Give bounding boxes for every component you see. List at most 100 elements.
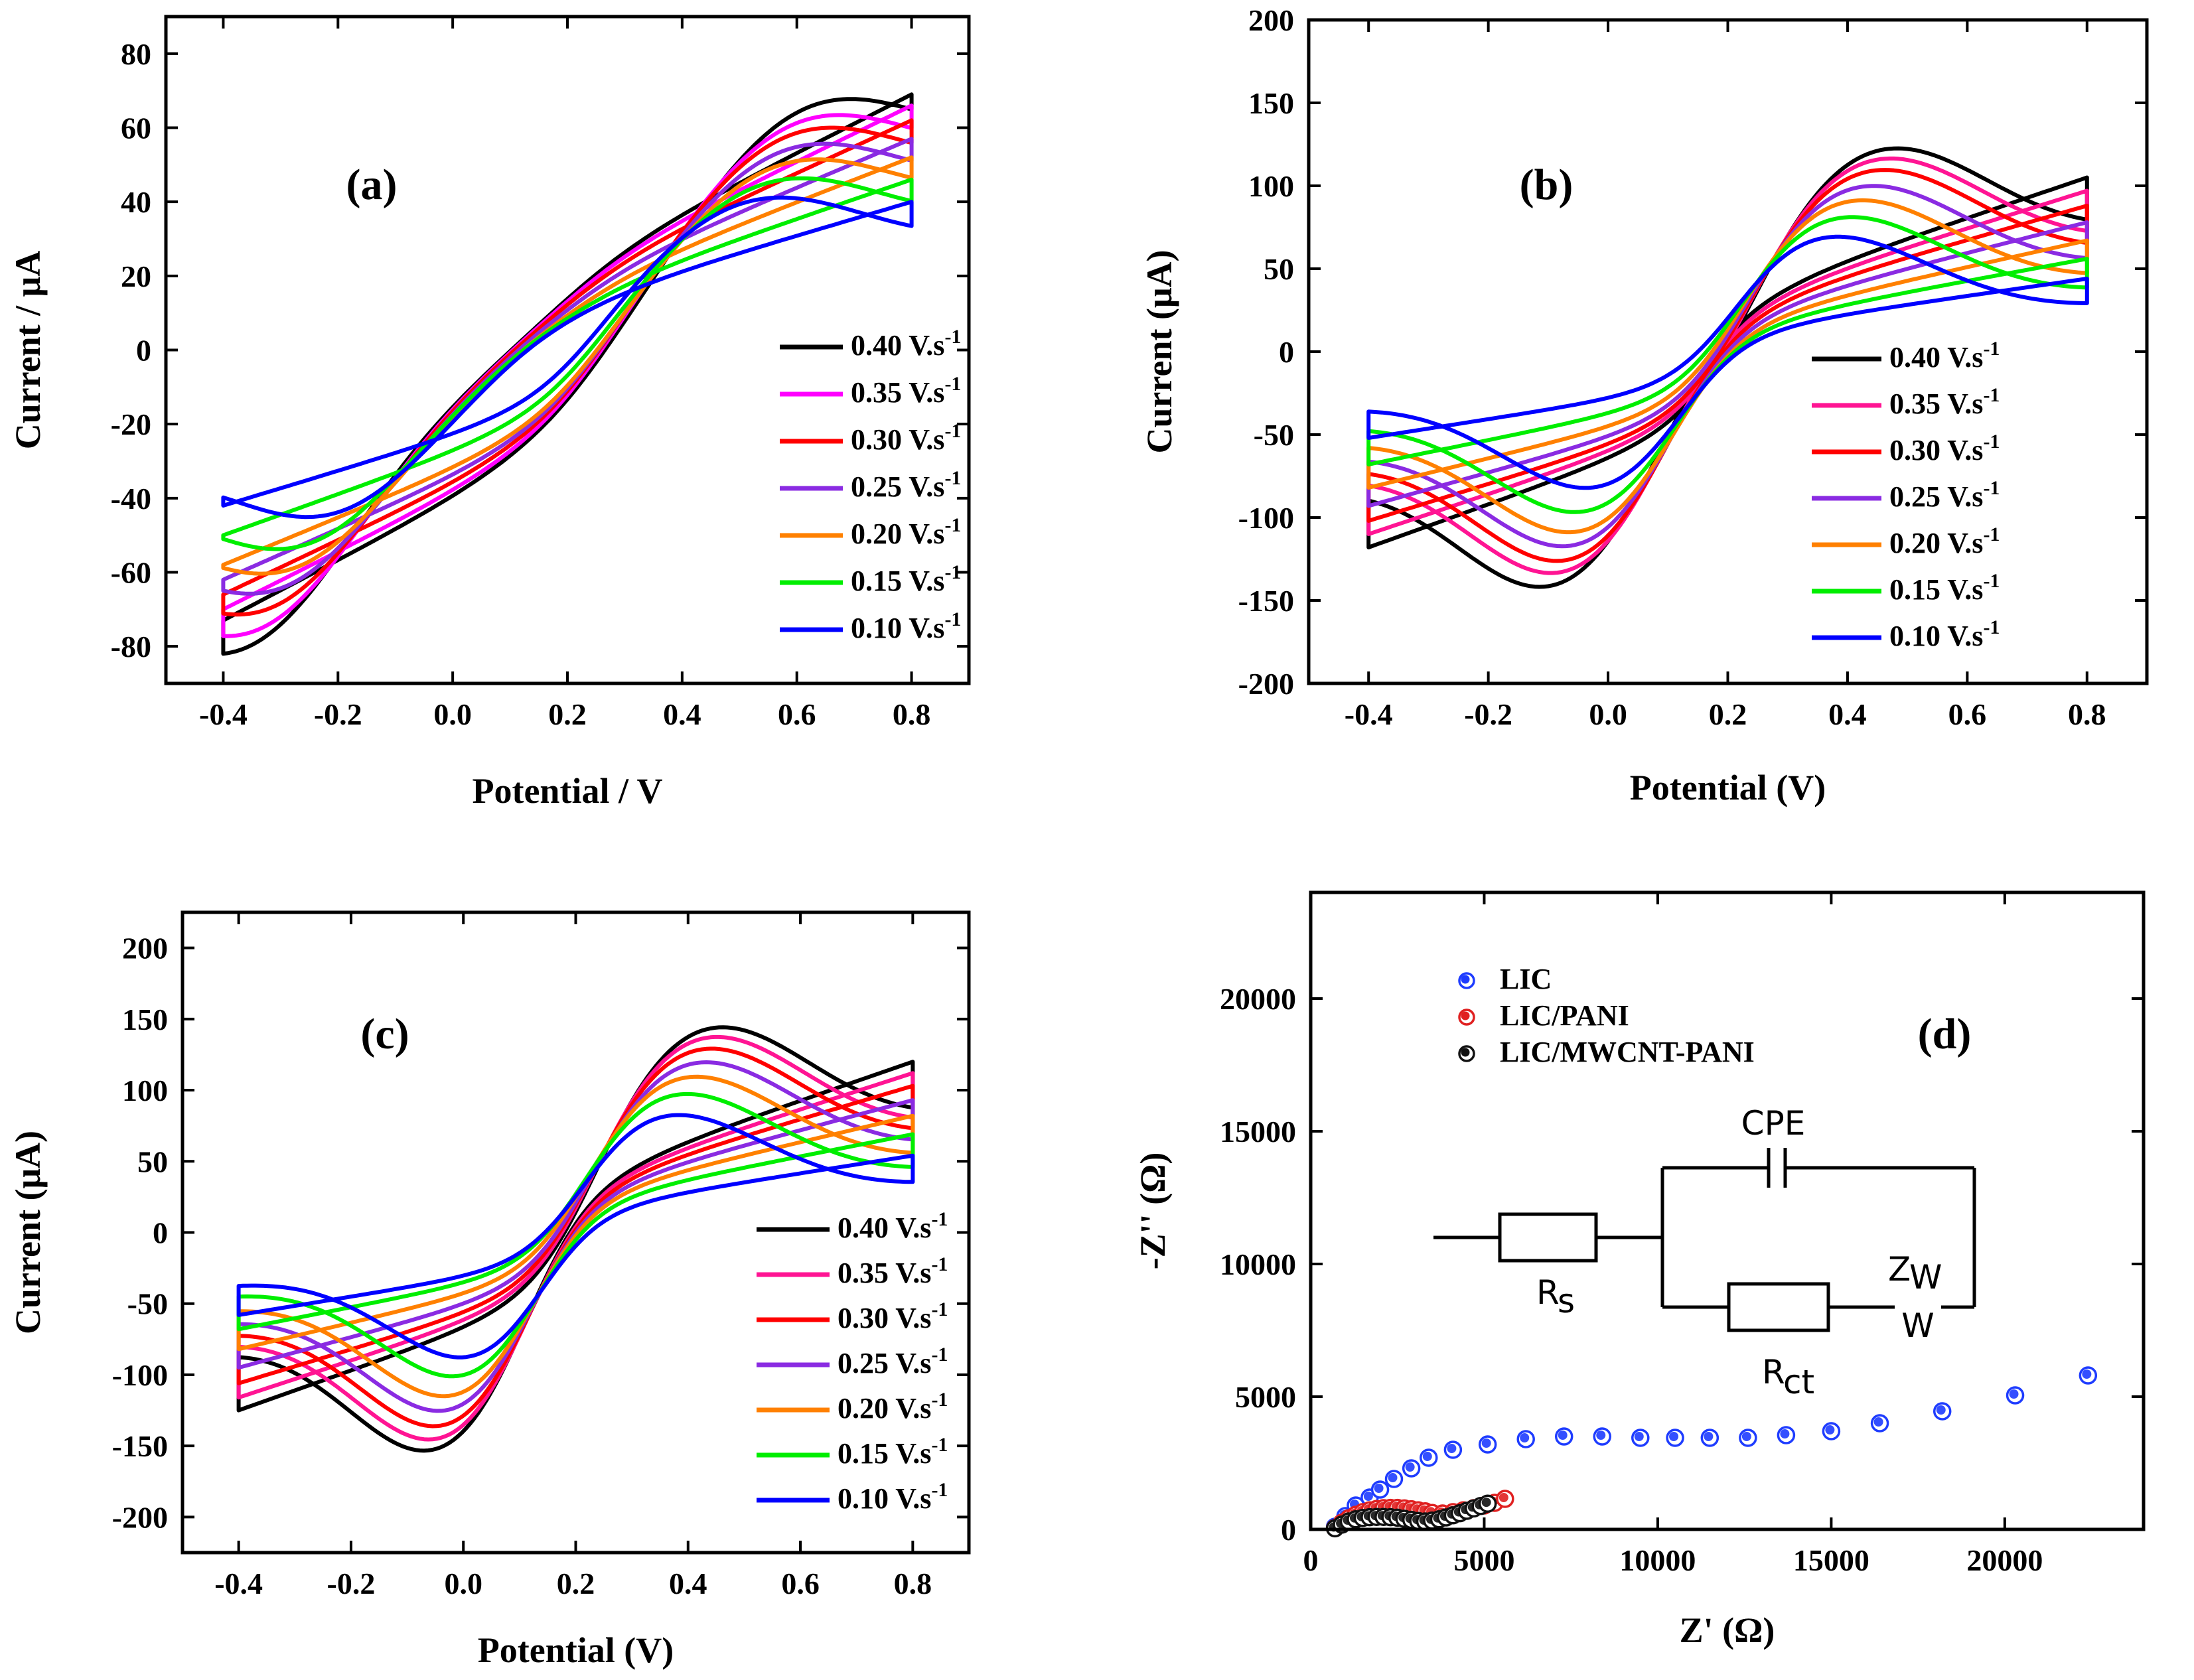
legend-label: 0.25 V.s-1	[851, 467, 961, 503]
legend-label-text: 0.25 V.s	[838, 1347, 931, 1379]
data-point-fill	[1447, 1444, 1457, 1453]
panel-label: (d)	[1918, 1010, 1972, 1058]
data-point-fill	[1596, 1431, 1606, 1440]
x-tick-label: 0.6	[781, 1567, 820, 1600]
legend-label-superscript: -1	[1983, 616, 2000, 638]
x-tick-label: 0.2	[557, 1567, 595, 1600]
y-tick-label: 40	[121, 185, 151, 219]
cv-curve-2	[221, 118, 914, 617]
data-point-fill	[1388, 1473, 1398, 1482]
cv-curve-6	[236, 1113, 915, 1360]
legend-label: LIC/PANI	[1500, 999, 1629, 1032]
legend-label: 0.10 V.s-1	[838, 1479, 948, 1515]
legend-label-text: 0.40 V.s	[1889, 341, 1983, 374]
data-point-fill	[1405, 1462, 1415, 1472]
y-tick-label: 60	[121, 111, 151, 145]
resistor-rs	[1498, 1212, 1598, 1263]
y-tick-label: 5000	[1235, 1380, 1296, 1414]
legend-label-text: 0.15 V.s	[838, 1437, 931, 1470]
data-point-fill	[1558, 1431, 1568, 1440]
data-point-fill	[1481, 1438, 1491, 1448]
cv-curve-5	[1366, 215, 2089, 514]
legend-label-superscript: -1	[931, 1298, 948, 1320]
panel-label: (a)	[346, 161, 398, 209]
x-tick-label: 0	[1303, 1543, 1319, 1577]
cv-curve-0	[236, 1025, 915, 1453]
y-tick-label: 200	[122, 932, 168, 965]
legend-label: 0.35 V.s-1	[1889, 384, 2000, 420]
data-point-fill	[2082, 1369, 2092, 1379]
plot-frame	[1309, 890, 2146, 1531]
legend-label-superscript: -1	[944, 608, 961, 630]
y-tick-label: 50	[137, 1145, 168, 1178]
resistor-rct	[1727, 1282, 1830, 1332]
y-tick-label: 150	[122, 1003, 168, 1036]
legend-marker-fill	[1461, 975, 1470, 984]
legend-label: 0.40 V.s-1	[838, 1208, 948, 1244]
data-point-fill	[1422, 1452, 1432, 1461]
cv-curve-2	[236, 1046, 915, 1429]
data-point-fill	[1669, 1432, 1679, 1441]
y-axis-label: -Z'' (Ω)	[1133, 1153, 1173, 1270]
y-tick-label: -100	[112, 1358, 168, 1392]
legend-label-text: 0.20 V.s	[851, 518, 944, 550]
legend-label-text: 0.10 V.s	[851, 612, 944, 644]
legend-label-superscript: -1	[931, 1253, 948, 1275]
data-point-fill	[1780, 1429, 1790, 1438]
legend-label-text: 0.30 V.s	[851, 423, 944, 456]
legend-label-superscript: -1	[1983, 570, 2000, 592]
cv-curve-5	[236, 1091, 915, 1379]
x-tick-label: 5000	[1453, 1543, 1514, 1577]
legend-label-text: 0.30 V.s	[1889, 434, 1983, 466]
x-tick-label: 0.0	[1589, 697, 1627, 731]
legend-label: 0.20 V.s-1	[1889, 524, 2000, 559]
legend-label-text: 0.15 V.s	[851, 565, 944, 597]
cv-curve-4	[1366, 198, 2089, 535]
legend-label-superscript: -1	[1983, 338, 2000, 360]
legend-label: 0.15 V.s-1	[838, 1434, 948, 1470]
data-point-fill	[1499, 1493, 1508, 1502]
legend-label-superscript: -1	[931, 1389, 948, 1411]
circuit-label-cpe: CPE	[1741, 1104, 1806, 1143]
legend-label: LIC	[1500, 963, 1552, 995]
legend-label-superscript: -1	[1983, 384, 2000, 406]
data-point-fill	[2009, 1389, 2019, 1399]
legend-label-superscript: -1	[931, 1344, 948, 1365]
legend-label: 0.40 V.s-1	[1889, 338, 2000, 374]
panel-label: (b)	[1520, 161, 1573, 209]
x-tick-label: 0.4	[669, 1567, 707, 1600]
legend-label-superscript: -1	[944, 326, 961, 348]
legend-label: 0.10 V.s-1	[851, 608, 961, 644]
x-tick-label: -0.2	[314, 697, 362, 731]
x-tick-label: 0.0	[444, 1567, 482, 1600]
y-tick-label: 80	[121, 37, 151, 71]
legend-label: 0.25 V.s-1	[1889, 477, 2000, 513]
y-tick-label: -50	[127, 1287, 168, 1321]
y-tick-label: 20	[121, 259, 151, 293]
data-point-fill	[1520, 1433, 1530, 1442]
x-tick-label: 0.8	[894, 1567, 932, 1600]
legend-label-superscript: -1	[1983, 477, 2000, 499]
data-point-fill	[1825, 1425, 1835, 1435]
x-tick-label: 0.6	[778, 697, 816, 731]
y-tick-label: 100	[1248, 169, 1294, 203]
y-tick-label: -20	[111, 407, 151, 441]
y-tick-label: -50	[1254, 418, 1294, 452]
legend-label-text: 0.25 V.s	[851, 470, 944, 503]
cv-curve-6	[1366, 234, 2089, 490]
legend-label-text: 0.40 V.s	[851, 329, 944, 362]
circuit-label-rct: R	[1762, 1353, 1785, 1391]
cv-curve-4	[236, 1074, 915, 1399]
data-point-fill	[1363, 1492, 1373, 1501]
legend: LIC LIC/PANI LIC/MWCNT-PANI	[1458, 963, 1755, 1068]
legend-label: 0.30 V.s-1	[1889, 431, 2000, 466]
x-tick-label: 15000	[1793, 1543, 1869, 1577]
x-tick-label: -0.2	[327, 1567, 376, 1600]
legend: 0.40 V.s-10.35 V.s-10.30 V.s-10.25 V.s-1…	[780, 326, 961, 644]
y-tick-label: -80	[111, 630, 151, 664]
legend-label-text: 0.30 V.s	[838, 1302, 931, 1334]
legend-label: 0.15 V.s-1	[851, 561, 961, 597]
x-tick-label: 0.0	[433, 697, 472, 731]
